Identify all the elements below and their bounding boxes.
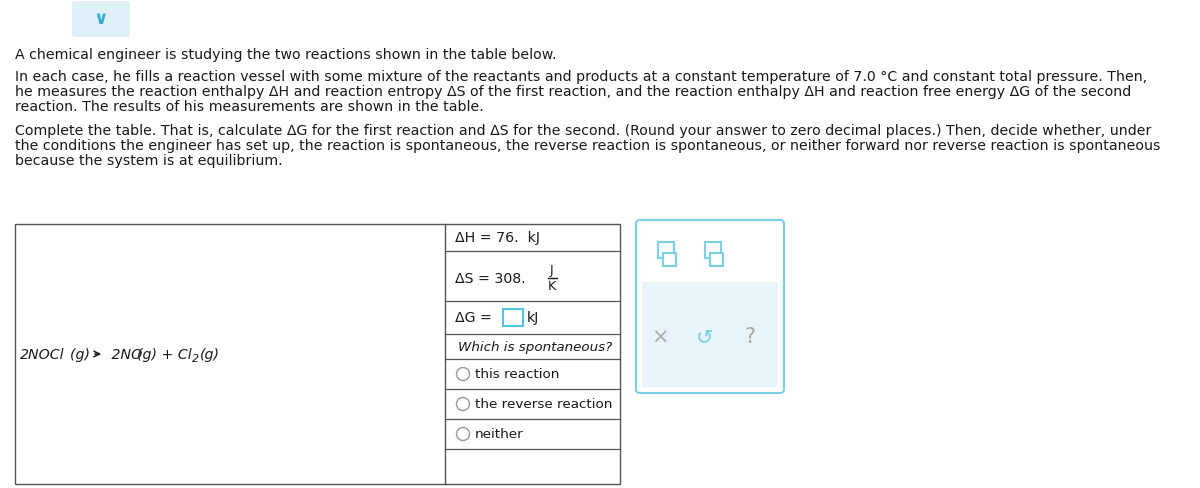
Text: ∨: ∨: [94, 10, 108, 28]
Text: ?: ?: [744, 327, 756, 347]
FancyBboxPatch shape: [642, 283, 778, 387]
Text: kJ: kJ: [527, 311, 539, 325]
Text: (g): (g): [70, 347, 95, 361]
Text: ΔS = 308.: ΔS = 308.: [455, 271, 530, 285]
Text: the conditions the engineer has set up, the reaction is spontaneous, the reverse: the conditions the engineer has set up, …: [14, 139, 1160, 153]
Text: J: J: [550, 264, 554, 277]
Text: he measures the reaction enthalpy ΔH and reaction entropy ΔS of the first reacti: he measures the reaction enthalpy ΔH and…: [14, 85, 1132, 99]
Text: Which is spontaneous?: Which is spontaneous?: [458, 340, 612, 353]
Text: Complete the table. That is, calculate ΔG for the first reaction and ΔS for the : Complete the table. That is, calculate Δ…: [14, 124, 1151, 138]
Text: (g): (g): [200, 347, 220, 361]
Text: because the system is at equilibrium.: because the system is at equilibrium.: [14, 154, 283, 168]
Text: In each case, he fills a reaction vessel with some mixture of the reactants and : In each case, he fills a reaction vessel…: [14, 70, 1147, 84]
FancyBboxPatch shape: [662, 253, 676, 266]
Text: ×: ×: [652, 327, 668, 347]
FancyBboxPatch shape: [658, 243, 674, 259]
FancyBboxPatch shape: [72, 2, 130, 38]
FancyBboxPatch shape: [14, 224, 620, 484]
Text: ΔG =: ΔG =: [455, 311, 497, 325]
Text: 2: 2: [192, 353, 199, 363]
Text: (g) + Cl: (g) + Cl: [137, 347, 192, 361]
Text: ↺: ↺: [696, 327, 714, 347]
Text: A chemical engineer is studying the two reactions shown in the table below.: A chemical engineer is studying the two …: [14, 48, 557, 62]
Text: neither: neither: [475, 427, 523, 441]
Text: ΔH = 76.  kJ: ΔH = 76. kJ: [455, 231, 540, 245]
FancyBboxPatch shape: [706, 243, 721, 259]
Text: this reaction: this reaction: [475, 368, 559, 381]
FancyBboxPatch shape: [636, 221, 784, 393]
Text: reaction. The results of his measurements are shown in the table.: reaction. The results of his measurement…: [14, 100, 484, 114]
FancyBboxPatch shape: [710, 253, 722, 266]
FancyBboxPatch shape: [503, 309, 523, 326]
Text: the reverse reaction: the reverse reaction: [475, 398, 612, 411]
Text: 2NO: 2NO: [107, 347, 143, 361]
Text: K: K: [548, 280, 556, 293]
Text: 2NOCl: 2NOCl: [20, 347, 65, 361]
